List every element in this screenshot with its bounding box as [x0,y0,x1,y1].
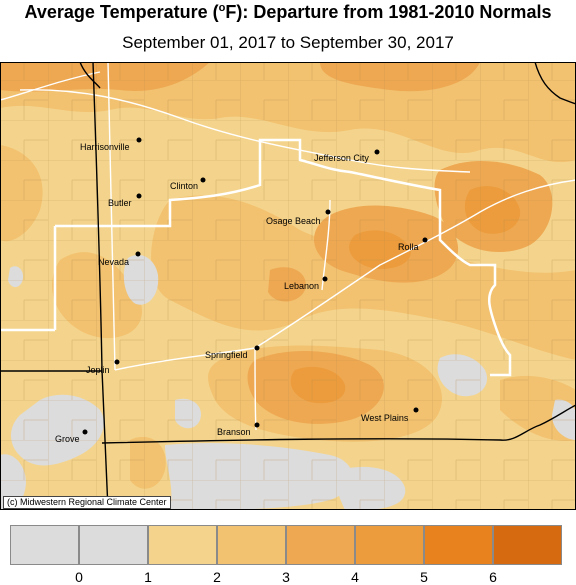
cwa-boundary [0,138,512,377]
city-label-springfield: Springfield [205,350,248,360]
legend-swatch-gray-2 [79,525,148,565]
legend-swatch-6-plus [493,525,562,565]
city-label-harrisonville: Harrisonville [80,142,130,152]
city-markers [82,137,428,435]
highways [0,62,576,431]
city-label-nevada: Nevada [98,257,129,267]
city-label-grove: Grove [55,434,80,444]
city-labels: Harrisonville Clinton Butler Jefferson C… [55,142,419,444]
city-label-west-plains: West Plains [361,413,409,423]
city-dot-jefferson-city [374,149,380,155]
city-dot-butler [136,193,142,199]
map-title: Average Temperature (oF): Departure from… [24,2,552,22]
city-dot-rolla [422,237,428,243]
city-label-osage-beach: Osage Beach [266,216,321,226]
city-dot-grove [82,429,88,435]
legend-swatch-gray-1 [10,525,79,565]
city-dot-joplin [114,359,120,365]
legend-tick-label: 4 [351,569,359,585]
legend-swatch-4-5 [355,525,424,565]
city-dot-springfield [254,345,260,351]
credit-text: (c) Midwestern Regional Climate Center [3,496,171,509]
legend-swatch-3-4 [286,525,355,565]
legend-tick-label: 2 [213,569,221,585]
city-dot-clinton [200,177,206,183]
legend-swatch-1-2 [148,525,217,565]
city-dot-harrisonville [136,137,142,143]
city-label-butler: Butler [108,198,132,208]
city-label-branson: Branson [217,427,251,437]
city-label-jefferson-city: Jefferson City [314,153,369,163]
legend-tick-label: 1 [144,569,152,585]
city-label-clinton: Clinton [170,181,198,191]
state-boundaries [0,62,576,510]
city-dot-lebanon [322,276,328,282]
legend-tick-label: 3 [282,569,290,585]
city-dot-west-plains [413,407,419,413]
legend-swatch-5-6 [424,525,493,565]
city-dot-osage-beach [325,209,331,215]
city-dot-nevada [135,251,141,257]
city-label-lebanon: Lebanon [284,281,319,291]
map-subtitle: September 01, 2017 to September 30, 2017 [122,33,454,52]
legend-tick-label: 6 [489,569,497,585]
legend-tick-label: 0 [75,569,83,585]
legend-tick-label: 5 [420,569,428,585]
city-dot-branson [254,422,260,428]
city-label-rolla: Rolla [398,242,419,252]
temperature-departure-map: Harrisonville Clinton Butler Jefferson C… [0,62,576,510]
legend-swatch-2-3 [217,525,286,565]
city-label-joplin: Joplin [86,365,110,375]
